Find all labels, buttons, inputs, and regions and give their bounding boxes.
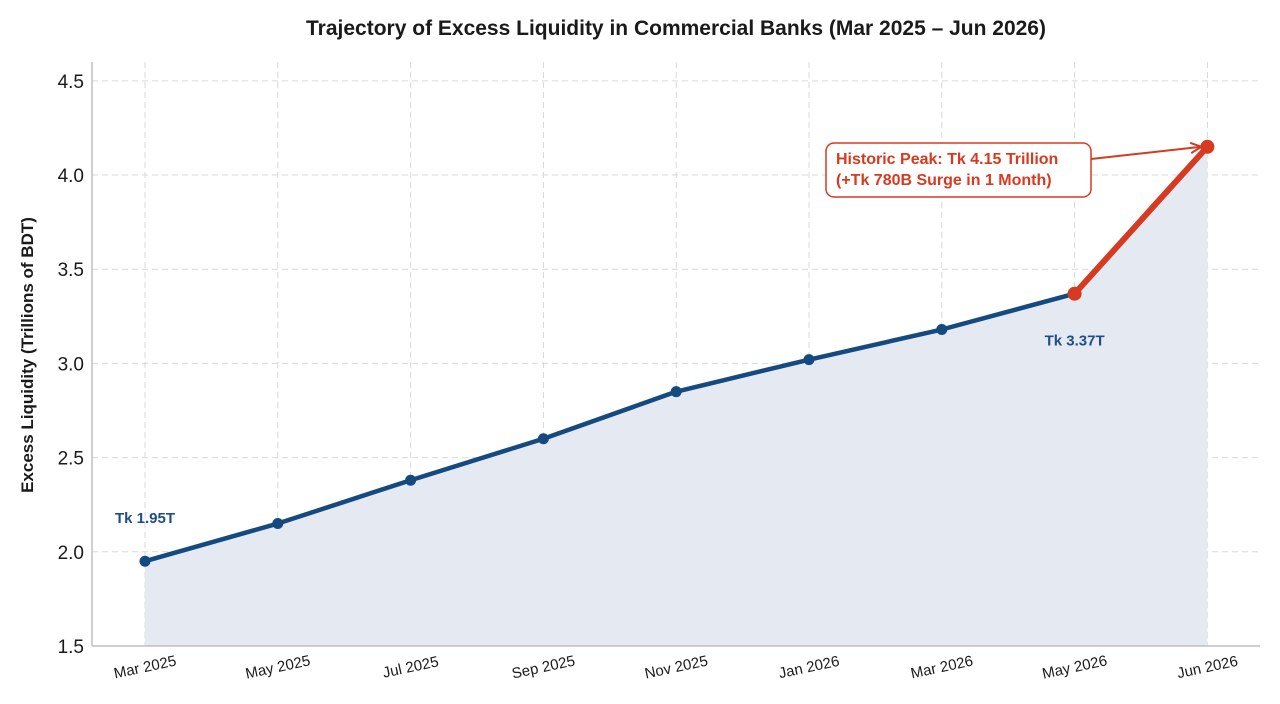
- annotation-arrowhead: [1189, 141, 1204, 154]
- annotation-line-2: (+Tk 780B Surge in 1 Month): [836, 172, 1052, 189]
- surge-line: [1071, 143, 1211, 297]
- y-tick-label: 3.0: [58, 354, 84, 375]
- chart-title: Trajectory of Excess Liquidity in Commer…: [306, 17, 1046, 40]
- x-tick-label: Nov 2025: [643, 652, 709, 682]
- x-tick-label: May 2026: [1041, 652, 1109, 682]
- data-point: [1067, 286, 1082, 301]
- data-point: [272, 518, 284, 530]
- main-series-line: [142, 291, 1077, 564]
- y-tick-label: 3.5: [58, 260, 84, 281]
- data-point: [670, 386, 682, 398]
- x-tick-label: Jan 2026: [777, 653, 841, 682]
- data-point: [139, 555, 151, 567]
- x-tick-label: Jul 2025: [381, 653, 440, 681]
- y-tick-label: 4.0: [58, 166, 84, 187]
- x-tick-label: Mar 2025: [112, 653, 178, 683]
- y-tick-label: 1.5: [58, 637, 84, 658]
- annotation-arrow: [1090, 145, 1202, 160]
- x-tick-label: Mar 2026: [909, 653, 975, 683]
- y-tick-label: 2.5: [58, 449, 84, 470]
- data-point: [537, 433, 549, 445]
- peak-annotation: Historic Peak: Tk 4.15 Trillion (+Tk 780B…: [825, 141, 1204, 198]
- annotation-box: [825, 142, 1092, 198]
- data-label: Tk 3.37T: [1045, 333, 1105, 350]
- data-points: [139, 139, 1215, 567]
- data-point: [1200, 139, 1215, 154]
- series-lines: [142, 143, 1211, 564]
- data-labels: Tk 1.95T Tk 3.37T: [115, 333, 1105, 528]
- x-tick-label: Jun 2026: [1176, 653, 1240, 682]
- data-label: Tk 1.95T: [115, 510, 175, 527]
- y-axis-label: Excess Liquidity (Trillions of BDT): [18, 217, 37, 493]
- y-tick-label: 4.5: [58, 72, 84, 93]
- x-tick-label: Sep 2025: [510, 652, 576, 682]
- data-point: [936, 324, 948, 336]
- data-point: [405, 474, 417, 486]
- y-tick-label: 2.0: [58, 543, 84, 564]
- annotation-line-1: Historic Peak: Tk 4.15 Trillion: [836, 151, 1058, 168]
- data-point: [803, 354, 815, 366]
- x-tick-label: May 2025: [244, 652, 312, 682]
